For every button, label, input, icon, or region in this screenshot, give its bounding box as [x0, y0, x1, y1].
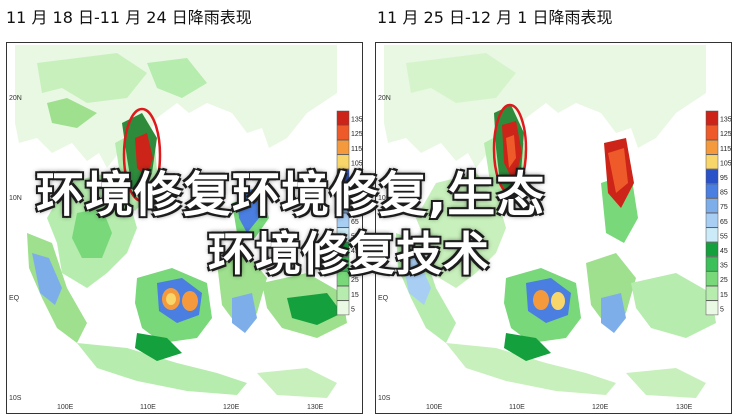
legend-swatch	[705, 285, 719, 301]
legend-swatch	[336, 242, 350, 257]
legend-value-label: 45	[720, 248, 728, 255]
lon-label: 100E	[426, 404, 443, 411]
legend-value-label: 125	[351, 131, 362, 138]
legend-value-label: 15	[351, 292, 359, 299]
left-rainfall-map: 20N 10N EQ 10S 100E 110E 120E 130E 135 12…	[9, 45, 362, 411]
legend-swatch	[705, 300, 719, 316]
legend-swatch	[336, 125, 350, 140]
legend-value-label: 75	[720, 204, 728, 211]
lon-label: 130E	[307, 404, 324, 411]
legend-value-label: 105	[351, 160, 362, 167]
highlight-ellipse	[492, 103, 528, 195]
legend-swatch	[705, 271, 719, 286]
right-panel-title: 11 月 25 日-12 月 1 日降雨表现	[377, 8, 613, 27]
legend-value-label: 115	[351, 146, 362, 153]
lon-label: 110E	[509, 404, 525, 411]
rainfall-cores	[401, 105, 634, 361]
legend-swatch	[705, 125, 719, 140]
watermark-text-line1: 环境修复环境修复,生态	[36, 167, 546, 223]
legend-value-label: 125	[720, 131, 731, 138]
legend-value-label: 55	[351, 233, 359, 240]
legend-value-label: 75	[351, 204, 359, 211]
legend-swatch	[336, 154, 350, 170]
legend-swatch	[336, 212, 350, 228]
lon-label: 110E	[140, 404, 156, 411]
legend-swatch	[705, 242, 719, 257]
lon-label: 100E	[57, 404, 74, 411]
legend-swatch	[705, 110, 719, 126]
lat-label: 20N	[378, 95, 391, 102]
legend-value-label: 35	[351, 263, 359, 270]
legend-value-label: 95	[351, 175, 359, 182]
legend-value-label: 135	[351, 117, 362, 124]
legend-swatch	[336, 256, 350, 272]
left-panel-title: 11 月 18 日-11 月 24 日降雨表现	[6, 8, 252, 27]
legend-value-label: 35	[720, 263, 728, 270]
legend-swatch	[336, 227, 350, 243]
lat-label: 10S	[378, 395, 391, 402]
legend-value-label: 65	[351, 219, 359, 226]
legend-value-label: 65	[720, 219, 728, 226]
legend-swatch	[705, 227, 719, 243]
legend-swatch	[705, 154, 719, 170]
legend-value-label: 5	[720, 306, 724, 313]
legend-value-label: 45	[351, 248, 359, 255]
legend-value-label: 15	[720, 292, 728, 299]
legend-swatch	[336, 183, 350, 199]
legend-swatch	[705, 139, 719, 155]
legend-swatch	[336, 139, 350, 155]
left-rainfall-map-panel: 20N 10N EQ 10S 100E 110E 120E 130E 135 12…	[6, 42, 363, 414]
lon-label: 130E	[676, 404, 693, 411]
legend-value-label: 95	[720, 175, 728, 182]
lon-label: 120E	[223, 404, 240, 411]
legend-value-label: 85	[720, 190, 728, 197]
lat-label: EQ	[9, 295, 20, 302]
lat-label: 20N	[9, 95, 22, 102]
legend-swatch	[705, 183, 719, 199]
rainfall-cores	[32, 113, 342, 361]
legend-value-label: 55	[720, 233, 728, 240]
right-rainfall-map-panel: 20N 10N EQ 10S 100E 110E 120E 130E 135 12…	[375, 42, 732, 414]
legend-value-label: 85	[351, 190, 359, 197]
legend-value-label: 5	[351, 306, 355, 313]
lon-label: 120E	[592, 404, 609, 411]
legend-value-label: 115	[720, 146, 731, 153]
legend-swatch	[336, 271, 350, 286]
legend-swatch	[705, 198, 719, 213]
legend-value-label: 135	[720, 117, 731, 124]
legend-swatch	[336, 169, 350, 184]
lat-label: EQ	[378, 295, 389, 302]
legend-swatch	[705, 169, 719, 184]
lat-label: 10N	[378, 195, 391, 202]
axis-labels: 20N 10N EQ 10S 100E 110E 120E 130E	[9, 95, 324, 411]
legend-swatch	[336, 198, 350, 213]
legend-swatch	[336, 110, 350, 126]
legend-swatch	[705, 256, 719, 272]
legend-swatch	[705, 212, 719, 228]
highlight-ellipse	[122, 107, 162, 203]
rainfall-legend: 135 125 115 105 95 85 75 65 55 45 35 25 15 5	[336, 110, 362, 316]
axis-labels: 20N 10N EQ 10S 100E 110E 120E 130E	[378, 95, 693, 411]
legend-swatch	[336, 285, 350, 301]
watermark-text-line2: 环境修复技术	[208, 227, 490, 281]
rainfall-legend: 135 125 115 105 95 85 75 65 55 45 35 25 15 5	[705, 110, 731, 316]
legend-swatch	[336, 300, 350, 316]
right-rainfall-map: 20N 10N EQ 10S 100E 110E 120E 130E 135 12…	[378, 45, 731, 411]
land-areas	[15, 45, 347, 398]
lat-label: 10S	[9, 395, 22, 402]
legend-value-label: 25	[351, 277, 359, 284]
lat-label: 10N	[9, 195, 22, 202]
legend-value-label: 105	[720, 160, 731, 167]
legend-value-label: 25	[720, 277, 728, 284]
